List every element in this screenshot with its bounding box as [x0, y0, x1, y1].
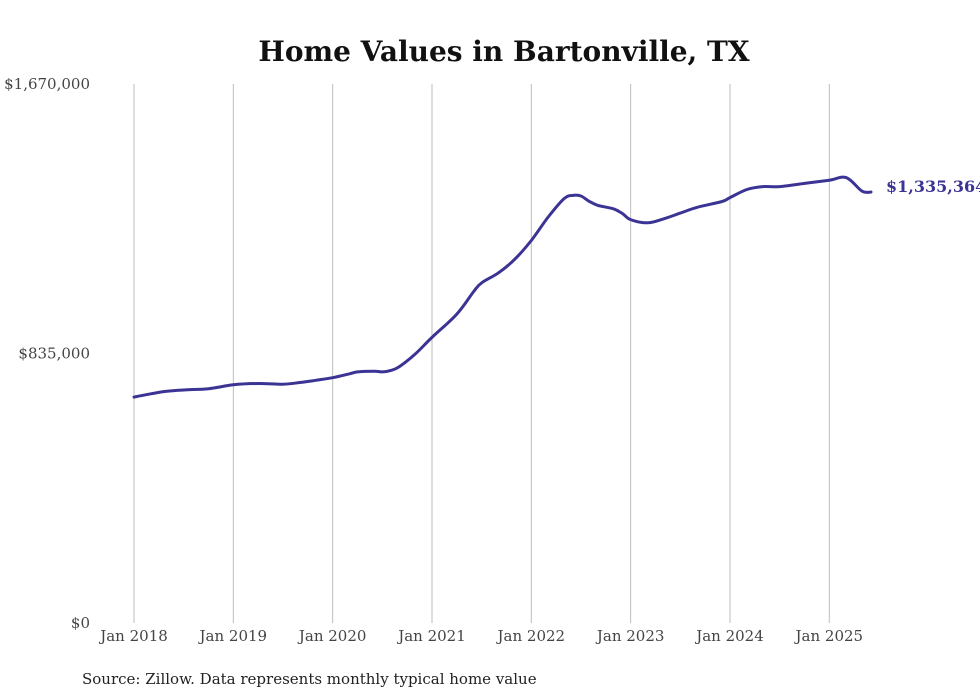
chart-title: Home Values in Bartonville, TX — [258, 35, 750, 68]
x-tick-label: Jan 2023 — [595, 627, 665, 645]
y-tick-label: $0 — [71, 614, 90, 632]
source-note: Source: Zillow. Data represents monthly … — [82, 670, 537, 688]
x-tick-label: Jan 2021 — [396, 627, 466, 645]
end-value-label: $1,335,364 — [886, 177, 980, 196]
x-tick-label: Jan 2025 — [794, 627, 864, 645]
x-gridlines — [133, 84, 830, 623]
y-tick-label: $1,670,000 — [4, 75, 90, 93]
y-axis-ticks: $0 $835,000 $1,670,000 — [4, 75, 90, 632]
x-tick-label: Jan 2019 — [198, 627, 268, 645]
series-line-home-value — [132, 175, 873, 399]
x-axis-ticks: Jan 2018 Jan 2019 Jan 2020 Jan 2021 Jan 2022… — [98, 627, 863, 645]
x-tick-label: Jan 2018 — [98, 627, 168, 645]
x-tick-label: Jan 2020 — [297, 627, 367, 645]
y-tick-label: $835,000 — [18, 345, 90, 363]
x-tick-label: Jan 2024 — [694, 627, 764, 645]
x-tick-label: Jan 2022 — [496, 627, 566, 645]
